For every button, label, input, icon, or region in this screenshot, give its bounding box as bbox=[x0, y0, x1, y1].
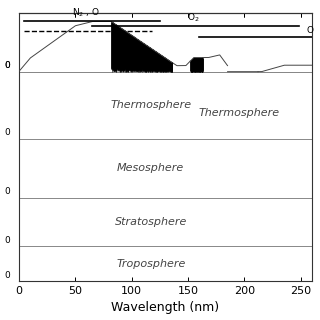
Text: O: O bbox=[307, 27, 314, 36]
Text: Thermosphere: Thermosphere bbox=[198, 108, 279, 118]
Text: Thermosphere: Thermosphere bbox=[110, 100, 191, 110]
Text: 0: 0 bbox=[4, 61, 10, 70]
Text: 0: 0 bbox=[4, 271, 10, 280]
Text: Troposphere: Troposphere bbox=[116, 259, 186, 268]
Text: 0: 0 bbox=[4, 128, 10, 137]
Text: O$_2$: O$_2$ bbox=[188, 12, 200, 24]
Text: 0: 0 bbox=[4, 61, 10, 70]
Text: Stratosphere: Stratosphere bbox=[115, 217, 187, 227]
Text: Mesosphere: Mesosphere bbox=[117, 163, 184, 173]
Text: 0: 0 bbox=[4, 188, 10, 196]
Text: N$_2$ , O: N$_2$ , O bbox=[72, 6, 100, 19]
X-axis label: Wavelength (nm): Wavelength (nm) bbox=[111, 301, 220, 315]
Text: 0: 0 bbox=[4, 236, 10, 245]
